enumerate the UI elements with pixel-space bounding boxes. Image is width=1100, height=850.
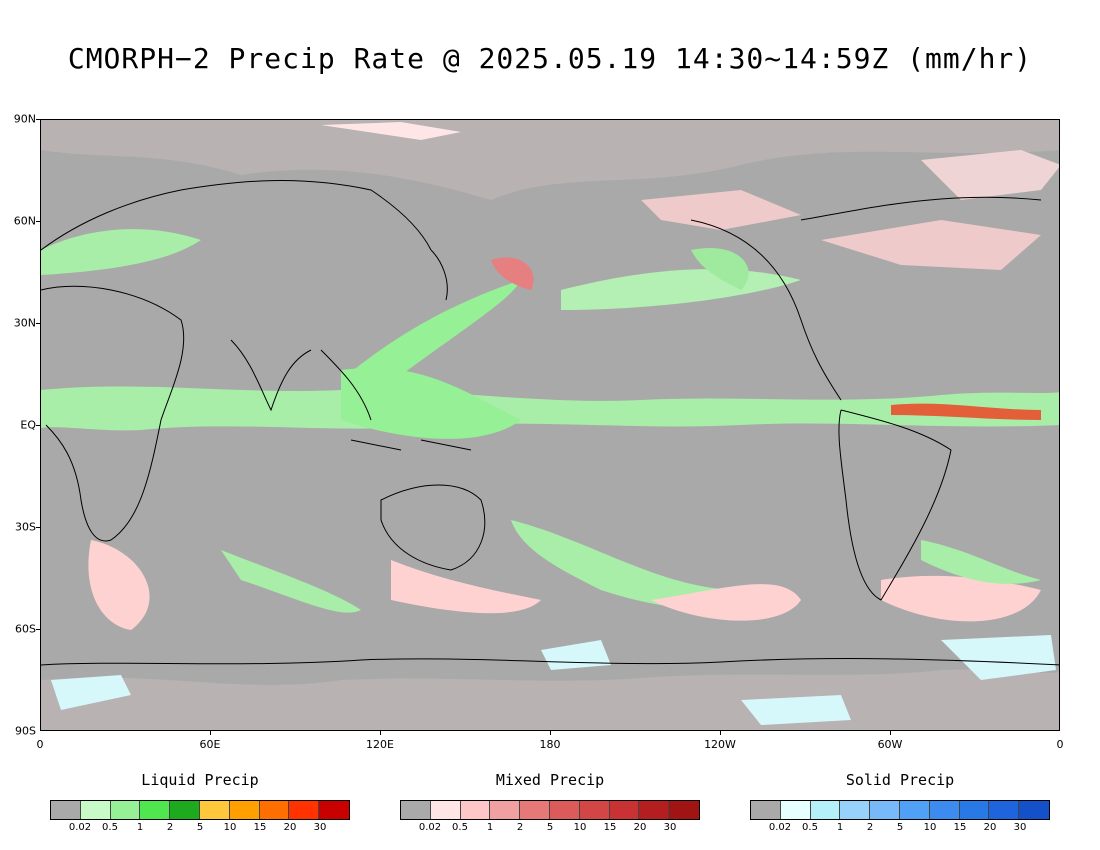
- legend-tick-label: 5: [546, 822, 554, 833]
- legend-tick-label: 20: [983, 822, 997, 833]
- legend-tick-label: 10: [573, 822, 587, 833]
- legend-swatch: [289, 801, 320, 819]
- lon-tick: [890, 731, 891, 735]
- lat-tick: [36, 221, 40, 222]
- legend-tick-label: 20: [633, 822, 647, 833]
- legend-tick-label: 30: [663, 822, 677, 833]
- lat-label-60s: 60S: [15, 622, 36, 636]
- lat-tick: [36, 425, 40, 426]
- lat-label-30n: 30N: [13, 316, 36, 330]
- legend-tick-label: 0.5: [452, 822, 468, 833]
- legend-tick-label: 20: [283, 822, 297, 833]
- legend-swatch: [810, 801, 841, 819]
- legend-solid-colorbar: [750, 800, 1050, 820]
- lat-tick: [36, 629, 40, 630]
- legend-swatch: [401, 801, 431, 819]
- legend-swatch: [110, 801, 141, 819]
- lon-tick: [380, 731, 381, 735]
- legend-mixed-title: Mixed Precip: [495, 771, 605, 789]
- legend-swatch: [549, 801, 580, 819]
- legend-liquid-colorbar: [50, 800, 350, 820]
- legend-tick-label: 5: [196, 822, 204, 833]
- legend-tick-label: 0.02: [418, 822, 442, 833]
- legend-tick-label: 1: [136, 822, 144, 833]
- legend-swatch: [80, 801, 111, 819]
- lon-tick: [210, 731, 211, 735]
- lon-label-0: 0: [36, 738, 44, 751]
- legend-swatch: [579, 801, 610, 819]
- legend-solid-ticks: 0.02 0.5 1 2 5 10 15 20 30: [750, 822, 1050, 836]
- legend-swatch: [199, 801, 230, 819]
- legend-tick-label: 0.02: [68, 822, 92, 833]
- lat-tick: [36, 527, 40, 528]
- lon-label-60e: 60E: [199, 738, 221, 751]
- legend-tick-label: 5: [896, 822, 904, 833]
- legend-swatch: [319, 801, 349, 819]
- legend-swatch: [959, 801, 990, 819]
- legend-mixed-colorbar: [400, 800, 700, 820]
- legend-swatch: [460, 801, 491, 819]
- legend-tick-label: 15: [953, 822, 967, 833]
- legend-tick-label: 2: [516, 822, 524, 833]
- legend-swatch: [840, 801, 871, 819]
- legend-swatch: [51, 801, 81, 819]
- legend-swatch: [639, 801, 670, 819]
- lat-label-eq: EQ: [20, 418, 36, 432]
- lon-tick: [550, 731, 551, 735]
- legend-swatch: [780, 801, 811, 819]
- lon-label-120w: 120W: [704, 738, 736, 751]
- legend-swatch: [870, 801, 900, 819]
- legend-swatch: [609, 801, 640, 819]
- lat-label-90n: 90N: [13, 112, 36, 126]
- legend-tick-label: 0.02: [768, 822, 792, 833]
- legend-tick-label: 10: [923, 822, 937, 833]
- legend-liquid-title: Liquid Precip: [141, 771, 259, 789]
- legend-tick-label: 0.5: [102, 822, 118, 833]
- legend-tick-label: 10: [223, 822, 237, 833]
- legend-swatch: [140, 801, 171, 819]
- legend-mixed-ticks: 0.02 0.5 1 2 5 10 15 20 30: [400, 822, 700, 836]
- legend-swatch: [669, 801, 699, 819]
- legend-tick-label: 2: [866, 822, 874, 833]
- legend-mixed: Mixed Precip 0.02 0.5 1 2 5 10 15 20 30: [400, 770, 700, 836]
- lat-label-30s: 30S: [15, 520, 36, 534]
- legend-swatch: [430, 801, 461, 819]
- lon-label-180: 180: [539, 738, 561, 751]
- legend-swatch: [1019, 801, 1049, 819]
- legend-solid-title: Solid Precip: [845, 771, 955, 789]
- legend-swatch: [259, 801, 290, 819]
- lat-tick: [36, 119, 40, 120]
- legend-swatch: [929, 801, 960, 819]
- lon-label-0-east: 0: [1056, 738, 1064, 751]
- lat-label-90s: 90S: [15, 724, 36, 738]
- lon-label-120e: 120E: [366, 738, 394, 751]
- legend-tick-label: 1: [836, 822, 844, 833]
- legend-liquid: Liquid Precip 0.02 0.5 1 2 5 10 15 20 30: [50, 770, 350, 836]
- lat-label-60n: 60N: [13, 214, 36, 228]
- legend-swatch: [170, 801, 200, 819]
- legend-swatch: [490, 801, 521, 819]
- legend-swatch: [229, 801, 260, 819]
- legend-tick-label: 2: [166, 822, 174, 833]
- lon-tick: [720, 731, 721, 735]
- legend-solid: Solid Precip 0.02 0.5 1 2 5 10 15 20 30: [750, 770, 1050, 836]
- legend-tick-label: 15: [253, 822, 267, 833]
- precip-field: [41, 120, 1059, 730]
- lon-label-60w: 60W: [877, 738, 903, 751]
- legend-swatch: [899, 801, 930, 819]
- legend-swatch: [751, 801, 781, 819]
- map-title: CMORPH−2 Precip Rate @ 2025.05.19 14:30~…: [67, 42, 1033, 75]
- legend-swatch: [520, 801, 550, 819]
- precip-map: [40, 119, 1060, 731]
- lat-tick: [36, 323, 40, 324]
- legend-tick-label: 30: [1013, 822, 1027, 833]
- legend-tick-label: 0.5: [802, 822, 818, 833]
- legend-liquid-ticks: 0.02 0.5 1 2 5 10 15 20 30: [50, 822, 350, 836]
- legend-tick-label: 30: [313, 822, 327, 833]
- legend-swatch: [989, 801, 1020, 819]
- legend-tick-label: 15: [603, 822, 617, 833]
- legend-tick-label: 1: [486, 822, 494, 833]
